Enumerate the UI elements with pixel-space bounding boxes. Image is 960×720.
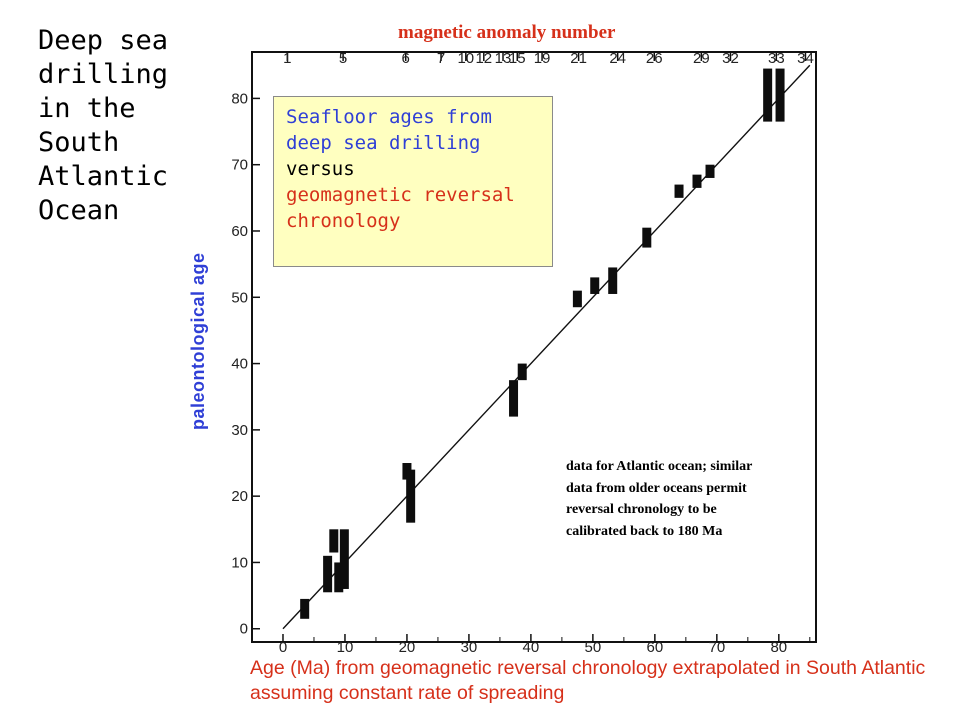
x-tick-label: 20 — [399, 639, 416, 656]
top-tick-label: 12 — [475, 50, 492, 67]
annotation-note: data for Atlantic ocean; similar data fr… — [566, 459, 753, 539]
top-tick-label: 15 — [509, 50, 526, 67]
top-tick-label: 21 — [570, 50, 587, 67]
data-range-bar — [509, 380, 519, 417]
y-tick-label: 10 — [231, 554, 248, 571]
data-range-bar — [339, 529, 349, 589]
callout-line-3: versus — [286, 158, 355, 180]
top-tick-label: 1 — [283, 50, 291, 67]
data-range-bar — [705, 164, 715, 178]
top-tick-label: 32 — [722, 50, 739, 67]
data-range-bar — [590, 277, 600, 294]
y-tick-label: 30 — [231, 422, 248, 439]
data-range-bar — [406, 469, 416, 523]
data-range-bar — [692, 174, 702, 188]
data-range-bar — [674, 184, 684, 198]
top-tick-label: 7 — [437, 50, 445, 67]
data-range-bar — [763, 68, 773, 122]
data-range-bar — [334, 562, 344, 593]
data-range-bar — [642, 227, 652, 248]
axis-ticks — [252, 52, 811, 642]
data-range-bar — [572, 290, 582, 308]
x-tick-label: 0 — [279, 639, 287, 656]
top-tick-label: 26 — [646, 50, 663, 67]
y-tick-label: 60 — [231, 223, 248, 240]
x-tick-label: 30 — [461, 639, 478, 656]
data-bars — [300, 68, 785, 619]
data-range-bar — [775, 68, 785, 122]
y-tick-label: 50 — [231, 289, 248, 306]
y-tick-label: 70 — [231, 157, 248, 174]
y-tick-label: 20 — [231, 488, 248, 505]
top-tick-label: 33 — [768, 50, 785, 67]
callout-line-5: chronology — [286, 210, 401, 232]
y-tick-label: 0 — [240, 621, 248, 638]
chart-callout-box: Seafloor ages from deep sea drilling ver… — [273, 96, 553, 267]
x-axis-label: Age (Ma) from geomagnetic reversal chron… — [250, 657, 926, 704]
top-tick-label: 6 — [402, 50, 410, 67]
callout-line-2: deep sea drilling — [286, 132, 481, 154]
x-tick-label: 80 — [770, 639, 787, 656]
top-tick-label: 10 — [457, 50, 474, 67]
callout-line-1: Seafloor ages from — [286, 106, 492, 128]
x-tick-label: 70 — [708, 639, 725, 656]
callout-line-4: geomagnetic reversal — [286, 184, 515, 206]
reference-line — [282, 64, 811, 630]
top-tick-label: 29 — [693, 50, 710, 67]
top-tick-label: 5 — [339, 50, 347, 67]
x-tick-label: 40 — [523, 639, 540, 656]
data-range-bar — [329, 529, 339, 553]
data-range-bar — [517, 363, 527, 381]
top-axis-label: magnetic anomaly number — [398, 22, 616, 43]
top-tick-label: 24 — [609, 50, 626, 67]
plot-frame — [251, 51, 817, 643]
data-range-bar — [608, 267, 618, 294]
data-range-bar — [323, 555, 333, 593]
slide-title: Deep sea drilling in the South Atlantic … — [38, 25, 169, 226]
data-range-bar — [300, 598, 310, 619]
y-tick-label: 80 — [231, 90, 248, 107]
x-tick-label: 60 — [647, 639, 664, 656]
top-tick-label: 13 — [495, 50, 512, 67]
top-tick-label: 19 — [534, 50, 551, 67]
x-tick-label: 50 — [585, 639, 602, 656]
x-tick-label: 10 — [337, 639, 354, 656]
top-tick-label: 34 — [797, 50, 814, 67]
y-tick-label: 40 — [231, 356, 248, 373]
